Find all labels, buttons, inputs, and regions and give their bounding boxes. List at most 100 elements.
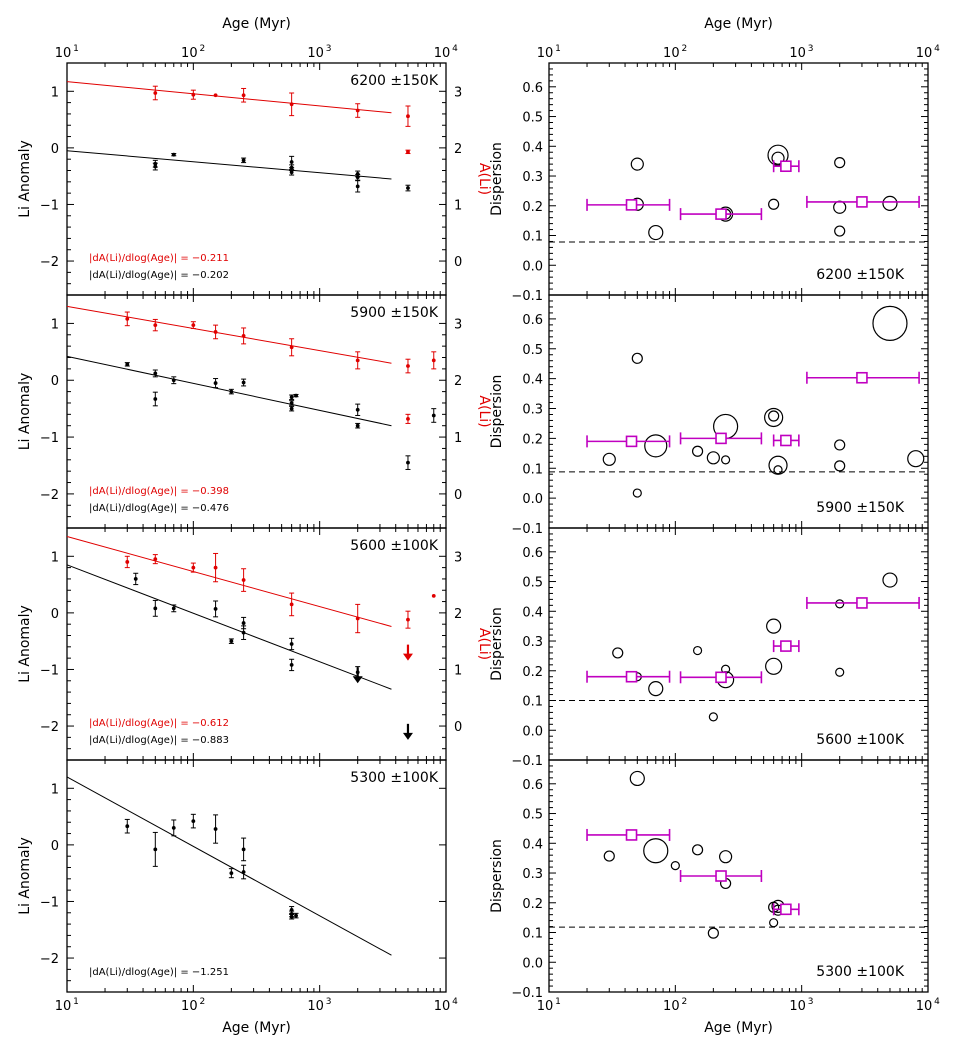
x-tick-label-top: 10 xyxy=(789,46,806,61)
x-tick-label-bottom: 10 xyxy=(434,999,451,1014)
dispersion-circle xyxy=(721,455,731,465)
fit-line-red xyxy=(66,81,392,114)
data-point-marker xyxy=(355,407,360,412)
y-axis-right-label: A(Li) xyxy=(476,395,492,427)
red-data-point xyxy=(190,321,196,330)
data-point-marker xyxy=(133,577,138,581)
y-tick-label: 0.0 xyxy=(522,724,543,739)
dispersion-circle xyxy=(767,144,789,166)
y-axis-label: Dispersion xyxy=(489,839,505,913)
black-data-point xyxy=(228,868,234,879)
dispersion-circle xyxy=(769,918,779,928)
black-data-point xyxy=(355,422,361,429)
data-point-marker xyxy=(241,630,246,635)
age-bin-marker xyxy=(772,640,800,653)
dispersion-circle xyxy=(691,844,704,856)
red-data-point xyxy=(355,103,361,118)
age-bin-marker xyxy=(679,432,763,445)
data-point-marker xyxy=(241,334,246,338)
x-tick-label-top-exponent: 2 xyxy=(681,44,687,54)
y-right-tick-label: 3 xyxy=(454,85,462,100)
data-point-marker xyxy=(289,602,294,607)
y-tick-label: −1 xyxy=(40,198,59,213)
y-axis-label: Dispersion xyxy=(489,607,505,681)
y-axis-label: Li Anomaly xyxy=(17,140,33,218)
x-axis-top-label: Age (Myr) xyxy=(704,16,773,32)
x-tick-label-top-exponent: 3 xyxy=(326,44,332,54)
dispersion-circle xyxy=(834,460,846,472)
data-point-marker xyxy=(229,639,234,644)
data-point-marker xyxy=(125,316,130,321)
x-tick-label-bottom-exponent: 2 xyxy=(199,997,205,1007)
data-point-marker xyxy=(213,827,218,831)
y-right-tick-label: 3 xyxy=(454,317,462,332)
y-tick-label: −2 xyxy=(40,952,59,967)
plot-frame xyxy=(548,294,929,529)
red-data-point xyxy=(152,554,158,565)
bin-square-marker xyxy=(625,435,638,448)
black-data-point xyxy=(152,391,158,407)
bin-square-marker xyxy=(625,199,638,211)
red-data-point xyxy=(190,562,196,573)
data-point-marker xyxy=(355,184,360,189)
dispersion-circle xyxy=(834,439,846,451)
black-data-point xyxy=(289,394,295,401)
fit-line-red xyxy=(66,305,392,364)
x-tick-label-top-exponent: 2 xyxy=(199,44,205,54)
red-data-point xyxy=(241,568,247,592)
red-data-point xyxy=(405,610,411,629)
dispersion-circle xyxy=(603,850,615,862)
black-data-point xyxy=(289,405,295,412)
x-tick-label-top: 10 xyxy=(181,46,198,61)
bin-square-marker xyxy=(625,829,638,841)
data-point-marker xyxy=(289,914,294,919)
y-axis-label: Li Anomaly xyxy=(17,373,33,451)
black-data-point xyxy=(289,400,295,406)
x-tick-label-bottom-exponent: 1 xyxy=(73,997,79,1007)
data-point-marker xyxy=(294,393,298,398)
black-data-point xyxy=(152,831,158,867)
dispersion-circle xyxy=(834,225,846,237)
dispersion-circle xyxy=(708,712,718,722)
y-tick-label: 0.5 xyxy=(522,111,543,126)
y-tick-label: 0 xyxy=(51,607,59,622)
red-data-point xyxy=(124,555,130,569)
data-point-marker xyxy=(406,617,410,622)
black-data-point xyxy=(241,625,247,640)
dispersion-circle xyxy=(719,850,733,864)
x-tick-label-bottom: 10 xyxy=(537,999,554,1014)
y-tick-label: 0.2 xyxy=(522,665,543,680)
red-upper-limit xyxy=(402,644,413,661)
y-tick-label: 0.2 xyxy=(522,200,543,215)
dispersion-circle xyxy=(692,645,703,656)
y-tick-label: 0.4 xyxy=(522,140,543,155)
y-tick-label: 0.6 xyxy=(522,313,543,328)
red-data-point xyxy=(289,592,295,617)
y-tick-label: −0.1 xyxy=(511,289,543,304)
black-data-point xyxy=(228,638,234,644)
y-tick-label: 0.1 xyxy=(522,695,543,710)
data-point-marker xyxy=(171,152,176,157)
y-tick-label: 0.1 xyxy=(522,927,543,942)
y-tick-label: 0.0 xyxy=(522,492,543,507)
data-point-marker xyxy=(125,560,130,564)
dispersion-circle xyxy=(630,157,644,171)
y-tick-label: 0.6 xyxy=(522,546,543,561)
data-point-marker xyxy=(289,401,294,405)
black-data-point xyxy=(171,376,177,385)
y-tick-label: 0.0 xyxy=(522,259,543,274)
dispersion-circle xyxy=(773,465,783,475)
age-bin-marker xyxy=(806,195,920,208)
slope-black-label: |dA(Li)/dlog(Age)| = −1.251 xyxy=(89,967,229,978)
y-axis-label: Li Anomaly xyxy=(17,605,33,683)
black-data-point xyxy=(293,393,299,398)
upper-limit-arrow-head xyxy=(402,732,413,740)
data-point-marker xyxy=(241,847,246,852)
red-data-point xyxy=(241,87,247,103)
black-data-point xyxy=(289,168,295,176)
red-data-point xyxy=(431,594,436,598)
red-data-point xyxy=(190,89,196,100)
black-data-point xyxy=(152,599,158,617)
